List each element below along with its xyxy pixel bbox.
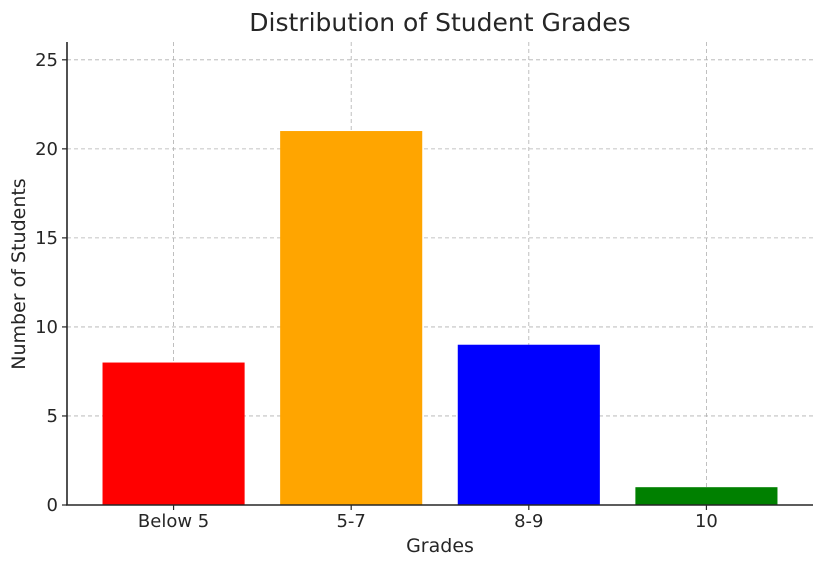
y-tick-label: 15 (35, 228, 58, 249)
axes (66, 42, 813, 506)
x-axis-label: Grades (406, 535, 474, 557)
x-tick-label: 8-9 (514, 511, 543, 532)
bar (635, 487, 778, 505)
y-ticks: 0 5 10 15 20 25 (35, 50, 67, 516)
y-tick-label: 20 (35, 139, 58, 160)
chart-title: Distribution of Student Grades (249, 8, 630, 37)
y-tick-label: 5 (47, 406, 58, 427)
x-ticks: Below 5 5-7 8-9 10 (138, 505, 718, 532)
x-tick-label: Below 5 (138, 511, 209, 532)
bars (102, 131, 778, 506)
y-tick-label: 0 (47, 495, 58, 516)
bar (280, 131, 423, 506)
bar (102, 362, 245, 505)
bar (457, 344, 600, 505)
y-axis-label: Number of Students (8, 178, 30, 369)
x-tick-label: 10 (695, 511, 718, 532)
x-tick-label: 5-7 (336, 511, 365, 532)
y-tick-label: 10 (35, 317, 58, 338)
y-tick-label: 25 (35, 50, 58, 71)
